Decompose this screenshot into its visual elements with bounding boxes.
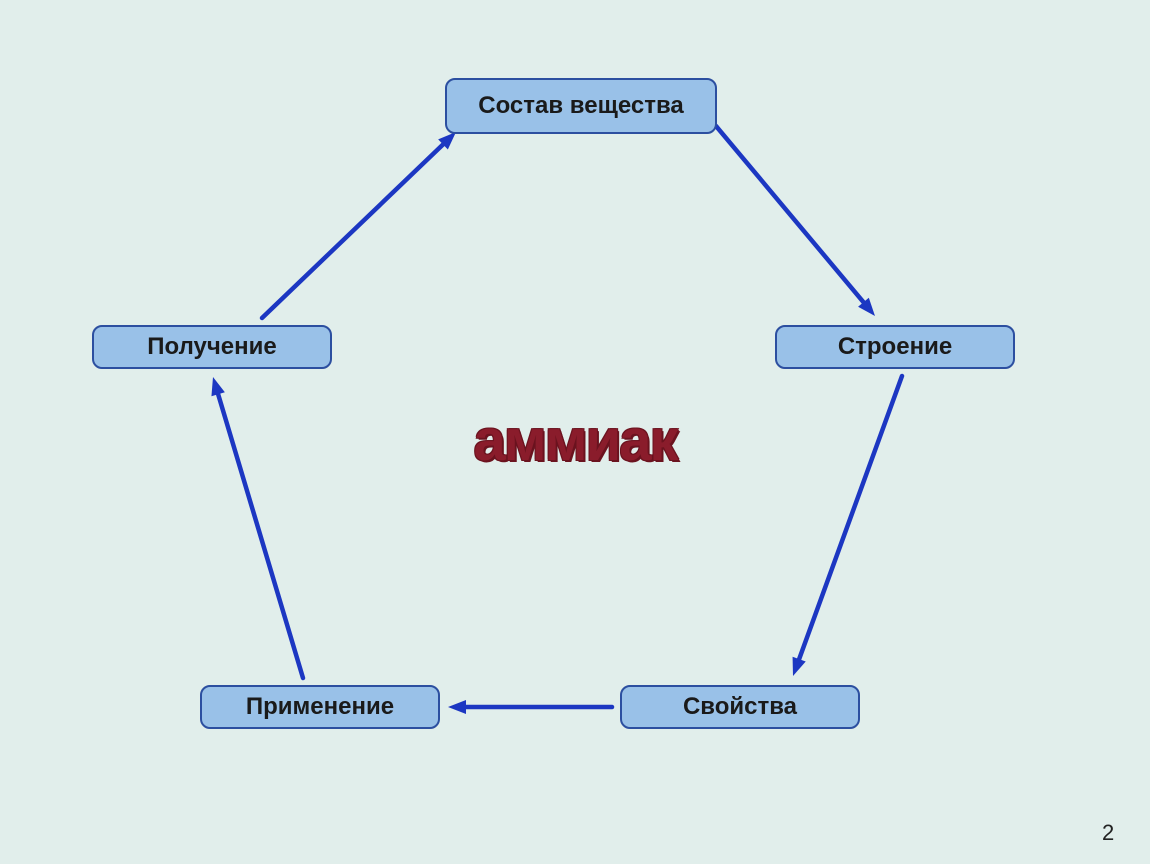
center-title: аммиак xyxy=(473,407,676,474)
node-structure: Строение xyxy=(775,325,1015,369)
page-number: 2 xyxy=(1102,820,1114,846)
node-application: Применение xyxy=(200,685,440,729)
diagram-canvas: аммиак 2 Состав вещества Строение Свойства… xyxy=(0,0,1150,864)
node-properties: Свойства xyxy=(620,685,860,729)
node-composition: Состав вещества xyxy=(445,78,717,134)
node-obtaining: Получение xyxy=(92,325,332,369)
